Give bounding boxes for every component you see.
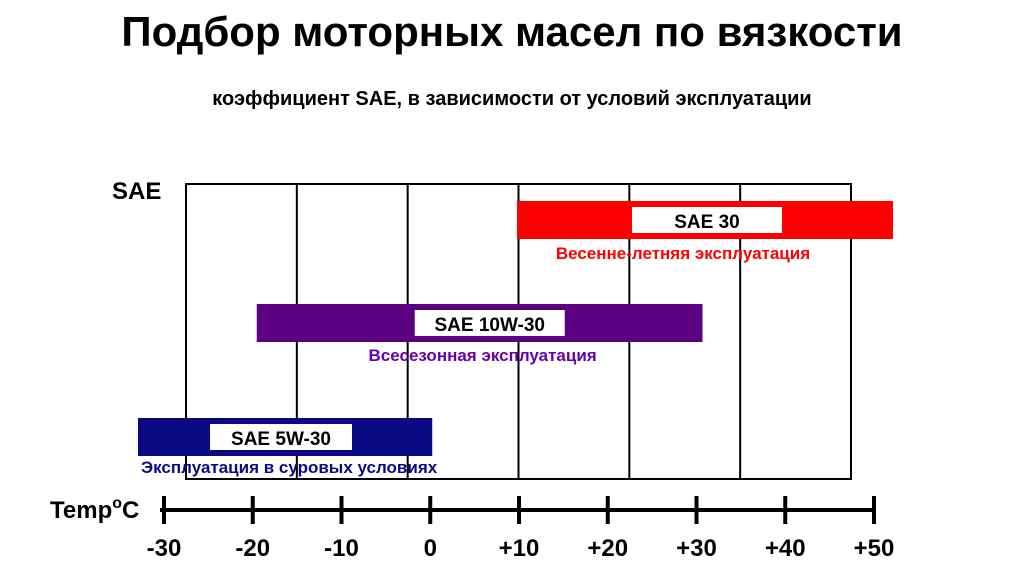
x-tick-label: -10 xyxy=(324,535,359,562)
x-axis-label-degree: o xyxy=(112,495,122,512)
bar-description: Всесезонная эксплуатация xyxy=(369,346,597,365)
bar-label-box xyxy=(632,207,782,233)
x-tick-label: -20 xyxy=(235,535,270,562)
x-tick-label: 0 xyxy=(424,535,437,562)
bar-label-box xyxy=(414,310,565,336)
bar-label: SAE 30 xyxy=(674,212,739,233)
bar-label: SAE 5W-30 xyxy=(231,429,331,450)
x-tick-label: -30 xyxy=(147,535,182,562)
bar-description: Весенне-летняя эксплуатация xyxy=(556,244,810,263)
bar-label-box xyxy=(210,424,352,450)
x-tick-label: +20 xyxy=(587,535,628,562)
y-axis-label: SAE xyxy=(112,178,161,205)
page-title: Подбор моторных масел по вязкости xyxy=(121,8,903,55)
x-tick-label: +10 xyxy=(499,535,540,562)
x-axis-label: TempoC xyxy=(50,495,139,524)
x-tick-label: +30 xyxy=(676,535,717,562)
x-axis-label-unit: C xyxy=(122,497,139,524)
x-tick-label: +50 xyxy=(854,535,895,562)
page-subtitle: коэффициент SAE, в зависимости от услови… xyxy=(212,88,812,110)
x-tick-label: +40 xyxy=(765,535,806,562)
bar-description: Эксплуатация в суровых условиях xyxy=(141,458,438,477)
x-axis-label-temp: Temp xyxy=(50,497,112,524)
bar-label: SAE 10W-30 xyxy=(435,315,546,336)
